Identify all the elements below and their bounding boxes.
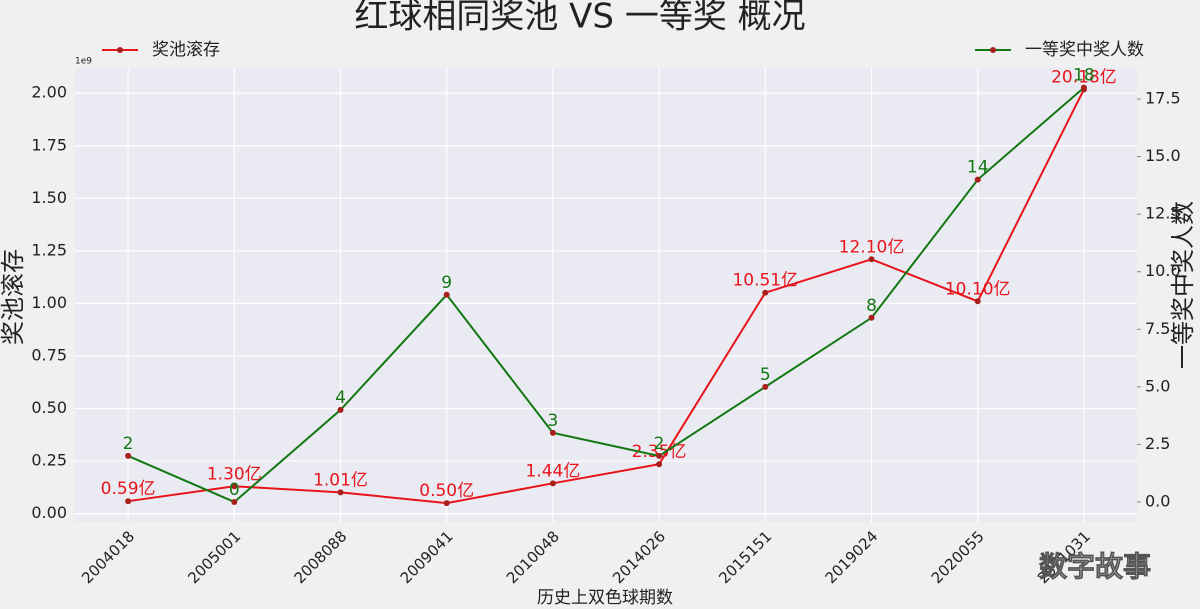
point — [868, 314, 875, 321]
point — [656, 461, 663, 468]
x-tick-label: 2020055 — [928, 527, 988, 587]
data-label: 20.18亿 — [1051, 67, 1117, 87]
legend-label: 奖池滚存 — [152, 40, 220, 60]
offset-text: 1e9 — [75, 57, 92, 67]
data-label: 8 — [866, 296, 877, 316]
x-axis-label: 历史上双色球期数 — [537, 588, 673, 608]
y-tick-label: 1.25 — [31, 240, 67, 259]
point — [762, 383, 769, 390]
point — [656, 452, 663, 459]
x-tick-label: 2014026 — [609, 527, 669, 587]
x-tick-label: 2010048 — [503, 527, 563, 587]
y-tick-label: 0.75 — [31, 345, 67, 364]
data-label: 14 — [967, 158, 989, 178]
point — [868, 256, 875, 263]
y-tick-label: 1.75 — [31, 135, 67, 154]
y2-axis-label: 一等奖中奖人数 — [1169, 201, 1197, 369]
legend-marker — [117, 47, 123, 53]
point — [549, 480, 556, 487]
data-label: 4 — [335, 388, 346, 408]
data-label: 2 — [123, 434, 134, 454]
y-tick-label: 0.50 — [31, 398, 67, 417]
y-tick-label: 0.25 — [31, 451, 67, 470]
chart-title: 红球相同奖池 VS 一等奖 概况 — [354, 0, 805, 37]
data-label: 2 — [654, 434, 665, 454]
y2-tick-label: 0.0 — [1145, 491, 1170, 510]
line — [127, 88, 1085, 505]
data-label: 5 — [760, 365, 771, 385]
point — [231, 483, 238, 490]
point — [337, 406, 344, 413]
data-label: 10.10亿 — [945, 279, 1011, 299]
data-label: 1.30亿 — [207, 464, 262, 484]
data-label: 0.50亿 — [419, 481, 474, 501]
point — [1080, 84, 1087, 91]
watermark: 数字故事 — [1039, 550, 1151, 583]
data-label: 9 — [441, 273, 452, 293]
data-label: 1.01亿 — [313, 470, 368, 490]
x-tick-label: 2005001 — [184, 527, 244, 587]
x-tick-label: 2004018 — [78, 527, 138, 587]
y2-tick-label: 10.0 — [1145, 261, 1181, 280]
y2-tick-label: 12.5 — [1145, 204, 1181, 223]
data-label: 1.44亿 — [525, 461, 580, 481]
y-axis-label: 奖池滚存 — [0, 249, 27, 345]
data-label: 0 — [229, 480, 240, 500]
x-tick-label: 2009041 — [397, 527, 457, 587]
y-tick-label: 1.00 — [31, 293, 67, 312]
y2-tick-label: 7.5 — [1145, 319, 1170, 338]
point — [974, 176, 981, 183]
point — [443, 500, 450, 507]
y2-tick-label: 5.0 — [1145, 376, 1170, 395]
point — [974, 298, 981, 305]
y-tick-label: 0.00 — [31, 503, 67, 522]
y2-tick-label: 15.0 — [1145, 146, 1181, 165]
data-label: 18 — [1073, 66, 1095, 86]
grid — [75, 68, 1137, 522]
point — [337, 489, 344, 496]
x-tick-label: 2008088 — [291, 527, 351, 587]
x-tick-label: 2015151 — [715, 527, 775, 587]
data-label: 0.59亿 — [101, 479, 156, 499]
data-label: 12.10亿 — [839, 237, 905, 257]
line — [127, 86, 1085, 504]
y2-tick-label: 2.5 — [1145, 434, 1170, 453]
point — [762, 289, 769, 296]
point — [125, 498, 132, 505]
data-label: 10.51亿 — [732, 271, 798, 291]
point — [231, 498, 238, 505]
data-label: 3 — [547, 411, 558, 431]
legend-marker — [990, 47, 996, 53]
y-tick-label: 2.00 — [31, 83, 67, 102]
point — [125, 452, 132, 459]
x-tick-label: 2019024 — [822, 527, 882, 587]
point — [549, 429, 556, 436]
legend-label: 一等奖中奖人数 — [1025, 40, 1144, 60]
y2-tick-label: 17.5 — [1145, 89, 1181, 108]
point — [443, 291, 450, 298]
y-tick-label: 1.50 — [31, 188, 67, 207]
